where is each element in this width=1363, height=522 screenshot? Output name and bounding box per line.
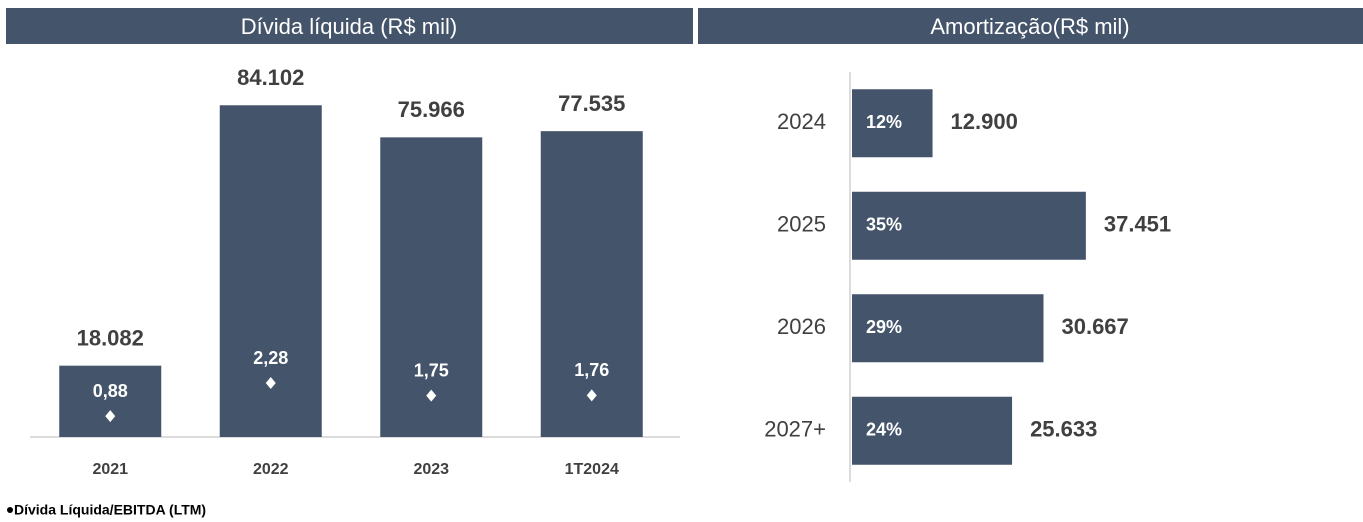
value-label: 12.900: [951, 109, 1018, 134]
ratio-marker: [265, 377, 276, 390]
chart-title: Dívida líquida (R$ mil): [241, 14, 457, 39]
y-tick-label: 2024: [777, 109, 826, 134]
header-bar: [698, 8, 1363, 44]
ratio-label: 1,75: [414, 360, 449, 380]
x-tick-label: 2022: [253, 461, 289, 478]
value-label: 30.667: [1061, 314, 1128, 339]
bar: [852, 89, 933, 158]
value-label: 84.102: [237, 65, 304, 90]
bar: [59, 365, 162, 437]
share-label: 24%: [866, 420, 902, 440]
x-tick-label: 2023: [413, 461, 449, 478]
ratio-label: 1,76: [574, 360, 609, 380]
value-label: 18.082: [77, 325, 144, 350]
legend-label: Dívida Líquida/EBITDA (LTM): [14, 502, 206, 518]
value-label: 37.451: [1104, 212, 1171, 237]
x-tick-label: 1T2024: [565, 461, 619, 478]
header-bar: [6, 8, 693, 44]
bar: [852, 396, 1013, 465]
ratio-marker: [586, 389, 597, 402]
ratio-label: 0,88: [93, 381, 128, 401]
chart-title: Amortização(R$ mil): [930, 14, 1129, 39]
value-label: 25.633: [1030, 417, 1097, 442]
share-label: 29%: [866, 317, 902, 337]
y-tick-label: 2025: [777, 212, 826, 237]
share-label: 35%: [866, 215, 902, 235]
share-label: 12%: [866, 112, 902, 132]
bar: [540, 131, 643, 438]
x-tick-label: 2021: [92, 461, 128, 478]
bar: [380, 137, 483, 438]
value-label: 75.966: [398, 97, 465, 122]
legend-bullet: [7, 507, 13, 513]
value-label: 77.535: [558, 91, 625, 116]
ratio-marker: [105, 410, 116, 423]
y-tick-label: 2026: [777, 314, 826, 339]
ratio-marker: [426, 389, 437, 402]
ratio-label: 2,28: [253, 348, 288, 368]
bar: [852, 191, 1086, 260]
bar: [852, 294, 1044, 363]
y-tick-label: 2027+: [764, 417, 826, 442]
